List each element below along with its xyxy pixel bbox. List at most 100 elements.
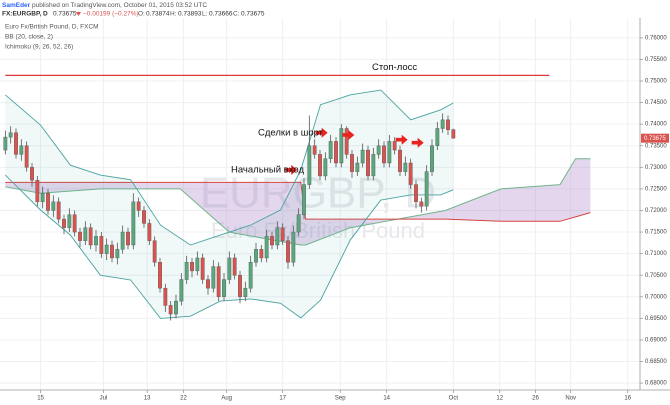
candle-body <box>206 279 210 289</box>
watermark-name: Euro Fx/British Pound <box>211 218 425 243</box>
candle-body <box>302 184 306 215</box>
y-tick-label: 0.74500 <box>645 100 667 106</box>
candle-body <box>350 154 354 172</box>
symbol: FX:EURGBP, D <box>2 11 48 18</box>
candle-body <box>184 262 189 280</box>
legend-item: BB (20, close, 2) <box>5 34 53 41</box>
candle-body <box>264 236 269 259</box>
stop-loss-label: Стоп-лосс <box>372 62 417 73</box>
candle-body <box>200 257 205 280</box>
candle-body <box>30 167 34 181</box>
trade-arrow <box>395 134 408 145</box>
candle-body <box>99 236 104 254</box>
trade-arrow <box>342 129 355 140</box>
candle-body <box>254 249 258 263</box>
ichimoku-cloud <box>5 158 591 245</box>
candle-body <box>3 136 8 151</box>
published: published on TradingView.com, October 01… <box>32 2 207 9</box>
ohlc-label: L: <box>202 11 208 18</box>
axes: Стоп-лосс 0.68000 0.68500 0.69000 0.69500 0.7… <box>0 18 670 405</box>
candle-body <box>179 279 184 302</box>
candle-body <box>24 145 29 168</box>
candle-body <box>382 145 386 164</box>
candle-body <box>291 231 296 263</box>
candle-body <box>67 214 72 228</box>
candle-body <box>248 262 253 289</box>
candle-body <box>163 287 168 306</box>
x-tick-label: 15 <box>37 396 44 402</box>
legend-item: Ichimoku (9, 26, 52, 26) <box>5 44 73 51</box>
candle-body <box>8 132 13 138</box>
candle-body <box>355 162 360 172</box>
candle-body <box>40 193 45 203</box>
candle-body <box>286 240 290 263</box>
candle-body <box>14 132 18 155</box>
candle-body <box>403 162 408 172</box>
y-tick-label: 0.68500 <box>645 359 667 365</box>
y-tick-label: 0.71000 <box>645 251 667 257</box>
y-tick-label: 0.75000 <box>645 79 667 85</box>
candle-body <box>174 300 178 315</box>
y-tick-label: 0.71500 <box>645 230 667 236</box>
time-axis <box>0 390 670 405</box>
candle-body <box>430 145 434 172</box>
y-tick-label: 0.76000 <box>645 35 667 41</box>
candle-body <box>115 249 120 259</box>
candle-body <box>94 236 98 246</box>
x-tick-label: 17 <box>279 396 286 402</box>
candle-body <box>408 162 413 185</box>
ichimoku-span-b <box>5 181 591 222</box>
candle-body <box>414 184 418 203</box>
y-tick-label: 0.70000 <box>645 294 667 300</box>
x-tick-label: Sep <box>335 396 346 402</box>
candle-body <box>323 158 328 177</box>
ohlc-value: 0.73675 <box>241 11 265 18</box>
candle-body <box>419 201 424 207</box>
candle-body <box>446 119 450 130</box>
bollinger-lower <box>4 174 454 319</box>
y-tick-label: 0.73000 <box>645 165 667 171</box>
candle-body <box>168 305 173 315</box>
candle-body <box>238 275 242 297</box>
candle-body <box>51 201 56 211</box>
candle-body <box>104 244 109 254</box>
x-tick-label: Jul <box>100 396 108 402</box>
candle-body <box>344 128 349 155</box>
marks <box>3 74 591 321</box>
topbar <box>0 0 670 9</box>
ohlc-value: 0.73893 <box>178 11 202 18</box>
candle-body <box>211 266 216 289</box>
y-tick-label: 0.72000 <box>645 208 667 214</box>
candle-body <box>19 145 24 155</box>
last-price-label: 0.73675 <box>644 136 666 142</box>
ohlc-label: H: <box>170 11 177 18</box>
candle-body <box>131 201 136 246</box>
candle-body <box>56 201 61 220</box>
candle-body <box>307 145 312 185</box>
candle-body <box>110 244 114 259</box>
x-tick-label: 13 <box>144 396 151 402</box>
candle-body <box>339 128 344 164</box>
candle-body <box>392 141 397 151</box>
candle-body <box>158 262 162 289</box>
candle-body <box>232 257 237 276</box>
candle-body <box>259 249 264 259</box>
last-price: 0.73675 <box>53 11 77 18</box>
annotation: Начальный вход <box>231 165 304 176</box>
candle-body <box>270 236 274 246</box>
candle-body <box>275 227 280 246</box>
published-line: SamEder published on TradingView.com, Oc… <box>2 2 207 9</box>
candle-body <box>136 201 141 211</box>
ohlc-value: 0.73874 <box>146 11 170 18</box>
candle-body <box>152 240 157 263</box>
candle-body <box>360 149 365 164</box>
candle-body <box>222 279 226 297</box>
change: −0.00199 (−0.27%) <box>83 11 139 18</box>
y-tick-label: 0.72500 <box>645 186 667 192</box>
candle-body <box>72 214 77 233</box>
candle-body <box>62 218 66 228</box>
candle-body <box>46 193 50 211</box>
candle-body <box>227 257 232 280</box>
annotation: Сделки в шорт <box>258 128 324 139</box>
